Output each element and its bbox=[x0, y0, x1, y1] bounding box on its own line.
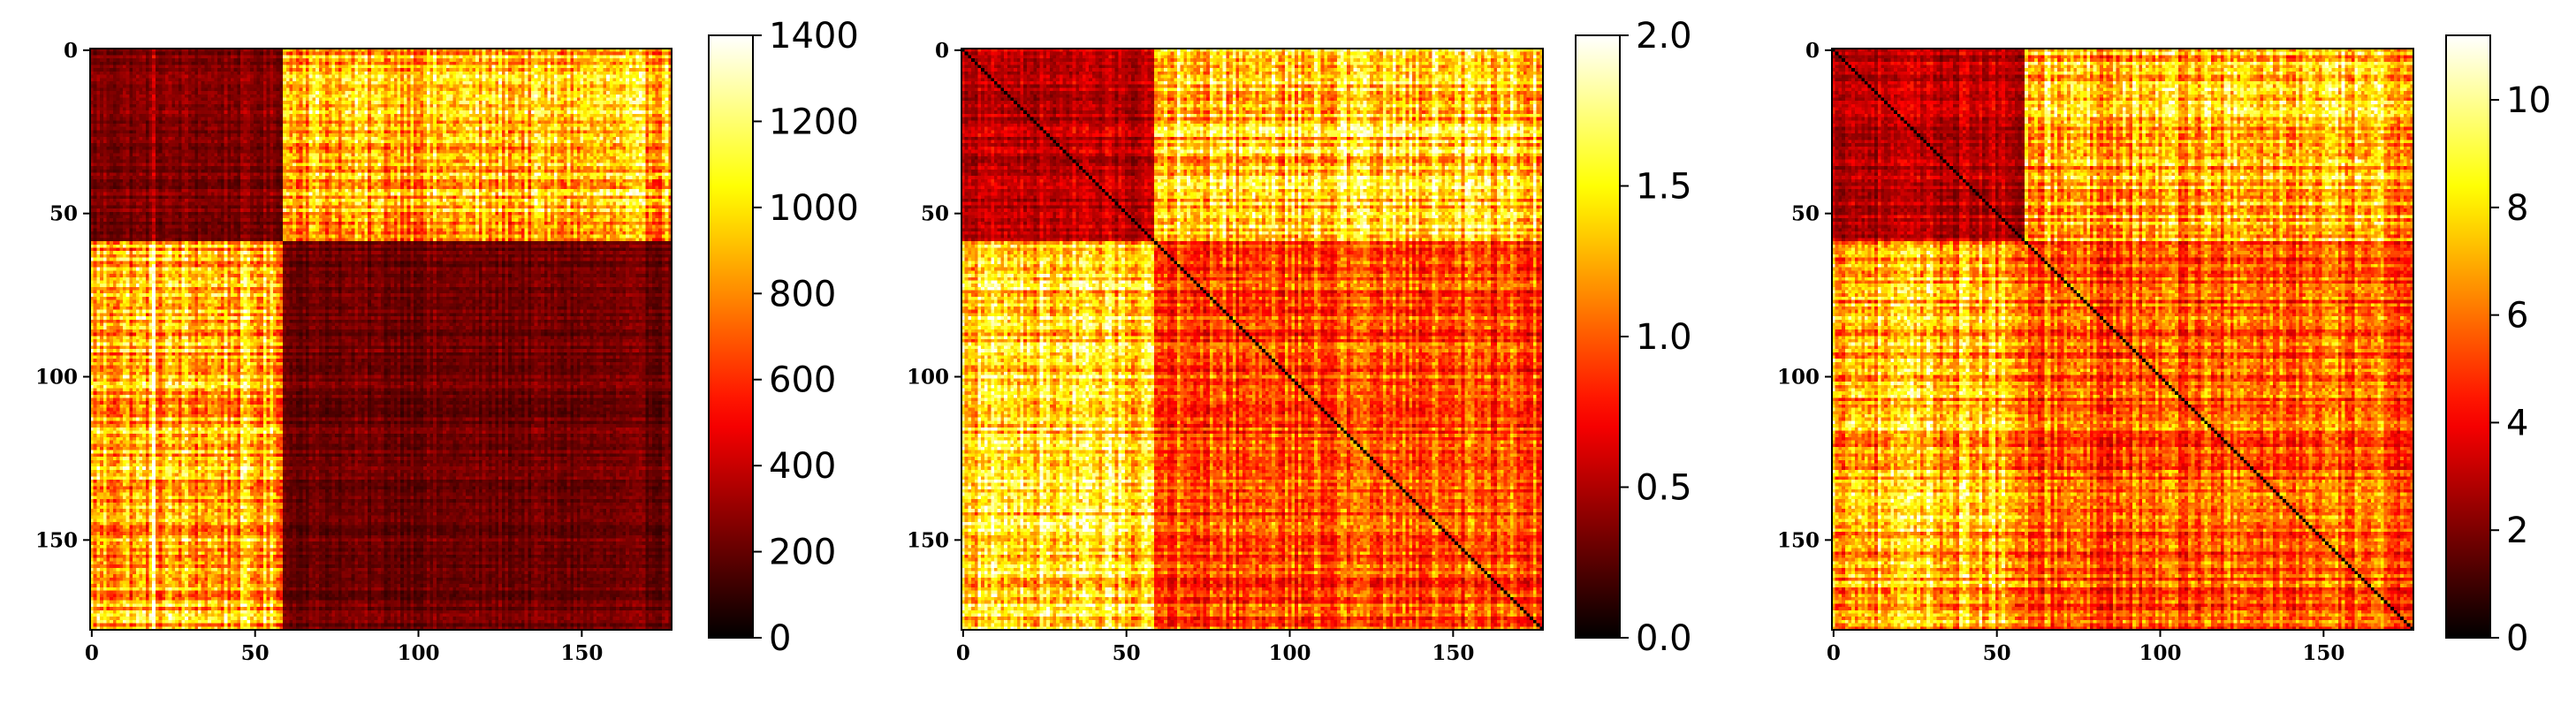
colorbar-tick-label: 8 bbox=[2506, 188, 2528, 229]
colorbar-tick-label: 1.5 bbox=[1636, 167, 1692, 208]
y-tick-label: 50 bbox=[1791, 202, 1820, 226]
colorbar-tick-label: 0.0 bbox=[1636, 618, 1692, 659]
colorbar-tick-label: 6 bbox=[2506, 296, 2528, 337]
x-tick-label: 50 bbox=[241, 641, 270, 665]
colorbar-tick-label: 600 bbox=[769, 360, 836, 401]
heatmap-frame bbox=[89, 48, 672, 631]
colorbar-tick-label: 0.5 bbox=[1636, 468, 1692, 509]
colorbar-tick-label: 0 bbox=[2506, 618, 2528, 659]
colorbar-tick-label: 1400 bbox=[769, 16, 859, 57]
colorbar-tick-label: 200 bbox=[769, 533, 836, 573]
heatmap-frame bbox=[1831, 48, 2414, 631]
colorbar-tick-label: 4 bbox=[2506, 403, 2528, 443]
colorbar bbox=[1575, 34, 1621, 639]
x-tick-label: 150 bbox=[560, 641, 603, 665]
y-tick-label: 100 bbox=[1777, 366, 1820, 390]
heatmap-cells bbox=[961, 49, 1543, 630]
y-tick-label: 50 bbox=[49, 202, 78, 226]
y-tick-label: 0 bbox=[1805, 39, 1820, 63]
x-tick-label: 0 bbox=[85, 641, 99, 665]
x-tick-label: 150 bbox=[2302, 641, 2344, 665]
y-tick-label: 150 bbox=[1777, 528, 1820, 552]
y-tick-label: 100 bbox=[35, 366, 78, 390]
heatmap-cells bbox=[1832, 49, 2413, 630]
x-tick-label: 0 bbox=[956, 641, 970, 665]
heatmap-panel-1: 0 50 100 150 0 50 100 150 0 200 400 600 800 1000 1200 1… bbox=[35, 16, 859, 665]
y-tick-label: 0 bbox=[935, 39, 949, 63]
heatmap-cells bbox=[90, 49, 672, 630]
colorbar bbox=[708, 34, 754, 639]
y-tick-label: 150 bbox=[907, 528, 949, 552]
colorbar-tick-label: 0 bbox=[769, 618, 791, 659]
x-tick-label: 100 bbox=[1269, 641, 1311, 665]
colorbar bbox=[2445, 34, 2491, 639]
colorbar-tick-label: 2.0 bbox=[1636, 16, 1692, 57]
y-tick-label: 100 bbox=[907, 366, 949, 390]
colorbar-tick-label: 1200 bbox=[769, 102, 859, 142]
colorbar-tick-label: 400 bbox=[769, 446, 836, 487]
colorbar-tick-label: 1000 bbox=[769, 188, 859, 229]
heatmap-panel-2: 0 50 100 150 0 50 100 150 0.0 0.5 1.0 1.5 2.0 bbox=[907, 16, 1692, 665]
x-tick-label: 150 bbox=[1432, 641, 1474, 665]
colorbar-tick-label: 1.0 bbox=[1636, 317, 1692, 358]
heatmap-panel-3: 0 50 100 150 0 50 100 150 0 2 4 6 8 10 bbox=[1777, 34, 2551, 665]
x-tick-label: 0 bbox=[1827, 641, 1841, 665]
colorbar-tick-label: 800 bbox=[769, 274, 836, 314]
x-tick-label: 50 bbox=[1983, 641, 2011, 665]
x-tick-label: 100 bbox=[398, 641, 440, 665]
x-tick-label: 50 bbox=[1113, 641, 1141, 665]
y-tick-label: 150 bbox=[35, 528, 78, 552]
heatmap-frame bbox=[961, 48, 1544, 631]
y-tick-label: 0 bbox=[64, 39, 78, 63]
x-tick-label: 100 bbox=[2139, 641, 2182, 665]
y-tick-label: 50 bbox=[921, 202, 949, 226]
colorbar-tick-label: 10 bbox=[2506, 80, 2551, 121]
colorbar-tick-label: 2 bbox=[2506, 511, 2528, 551]
